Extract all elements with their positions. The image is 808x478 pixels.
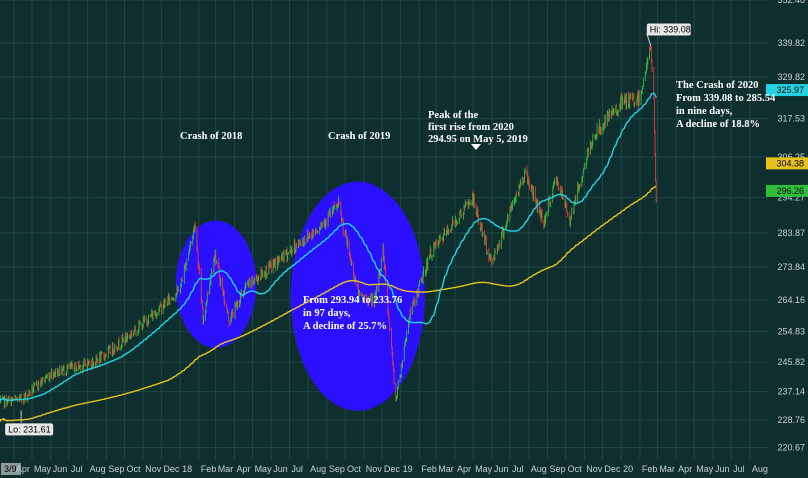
y-tick-label: 329.82: [777, 72, 805, 82]
x-tick-label: Sep: [108, 464, 124, 474]
x-tick-label: May: [696, 464, 714, 474]
moving-average-long: [0, 185, 657, 422]
x-tick-label: Mar: [438, 464, 454, 474]
y-tick-label: 352.48: [777, 0, 805, 5]
low-marker: [5, 423, 54, 436]
x-tick-label: Jun: [715, 464, 730, 474]
y-tick-label: 264.16: [777, 295, 805, 305]
x-tick-label: Jul: [512, 464, 524, 474]
price-tag-label: 304.38: [776, 158, 804, 168]
y-tick-label: 245.82: [777, 357, 805, 367]
y-tick-label: 283.87: [777, 228, 805, 238]
decline-2019-line-2: in 97 days,: [303, 308, 351, 319]
x-tick-label: Jul: [71, 464, 83, 474]
price-tag-label: 296.26: [776, 186, 804, 196]
crash-2018-label: Crash of 2018: [180, 131, 242, 142]
y-tick-label: 317.53: [777, 114, 805, 124]
x-tick-label: Apr: [457, 464, 471, 474]
x-tick-label: May: [475, 464, 493, 474]
crash-2020-line-2: From 339.08 to 285.54: [676, 93, 776, 104]
y-tick-label: 273.84: [777, 262, 805, 272]
x-axis-panel: [0, 460, 808, 478]
crash-2020-line-1: The Crash of 2020: [676, 80, 759, 91]
high-label: Hi: 339.08: [650, 25, 691, 35]
x-tick-label: 20: [623, 464, 633, 474]
crash-ellipse-1: [175, 220, 257, 348]
x-tick-label: Dec: [384, 464, 401, 474]
x-tick-label: Aug: [310, 464, 326, 474]
x-tick-label: Dec: [604, 464, 621, 474]
x-tick-label: Nov: [366, 464, 383, 474]
x-tick-label: 19: [403, 464, 413, 474]
x-tick-label: Dec: [163, 464, 180, 474]
x-tick-label: Jun: [273, 464, 288, 474]
x-tick-label: Aug: [752, 464, 768, 474]
y-tick-label: 294.27: [777, 193, 805, 203]
x-tick-label: Feb: [642, 464, 658, 474]
x-tick-label: Jun: [494, 464, 509, 474]
x-tick-label: Mar: [218, 464, 234, 474]
x-tick-label: Feb: [421, 464, 437, 474]
x-tick-label: Oct: [126, 464, 141, 474]
x-tick-label: 18: [182, 464, 192, 474]
x-tick-label: Nov: [586, 464, 603, 474]
peak-2019-line-1: Peak of the: [428, 110, 478, 121]
y-tick-label: 306.25: [777, 152, 805, 162]
crash-2019-label: Crash of 2019: [328, 131, 390, 142]
x-tick-label: Apr: [678, 464, 692, 474]
x-tick-label: May: [34, 464, 52, 474]
x-tick-label: Jun: [53, 464, 68, 474]
y-tick-label: 254.83: [777, 327, 805, 337]
x-tick-label: Mar: [659, 464, 675, 474]
y-tick-label: 237.14: [777, 387, 805, 397]
x-tick-label: May: [255, 464, 273, 474]
price-tag-label: 325.97: [776, 85, 804, 95]
peak-2019-line-3: 294.95 on May 5, 2019: [428, 134, 528, 145]
decline-2019-line-1: From 293.94 to 233.76: [303, 295, 402, 306]
x-tick-label: Apr: [236, 464, 250, 474]
x-tick-label: Sep: [329, 464, 345, 474]
x-tick-label: Jul: [291, 464, 303, 474]
y-tick-label: 228.76: [777, 415, 805, 425]
high-leader: [646, 33, 652, 46]
crash-2020-line-3: in nine days,: [676, 106, 733, 117]
price-tag: [766, 184, 808, 197]
crash-ellipse-2: [290, 181, 425, 411]
y-tick-label: 220.67: [777, 443, 805, 453]
x-start-tag: [1, 463, 21, 475]
x-tick-label: Nov: [145, 464, 162, 474]
crash-2020-line-4: A decline of 18.8%: [676, 119, 760, 130]
x-tick-label: Apr: [16, 464, 30, 474]
y-axis-panel: [768, 0, 808, 478]
high-marker: [646, 23, 691, 36]
x-tick-label: Aug: [531, 464, 547, 474]
peak-marker-arrow: [471, 144, 481, 150]
x-tick-label: Sep: [549, 464, 565, 474]
y-tick-label: 339.82: [777, 38, 805, 48]
x-tick-label: Jul: [733, 464, 745, 474]
moving-average-short: [0, 92, 657, 402]
x-tick-label: 3/9: [4, 464, 17, 474]
low-label: Lo: 231.61: [8, 424, 51, 434]
x-tick-label: Aug: [90, 464, 106, 474]
peak-2019-line-2: first rise from 2020: [428, 122, 514, 133]
price-tag: [766, 84, 808, 97]
decline-2019-line-3: A decline of 25.7%: [303, 321, 387, 332]
x-tick-label: Oct: [347, 464, 362, 474]
x-tick-label: Oct: [568, 464, 583, 474]
x-tick-label: Feb: [201, 464, 217, 474]
price-tag: [766, 157, 808, 170]
